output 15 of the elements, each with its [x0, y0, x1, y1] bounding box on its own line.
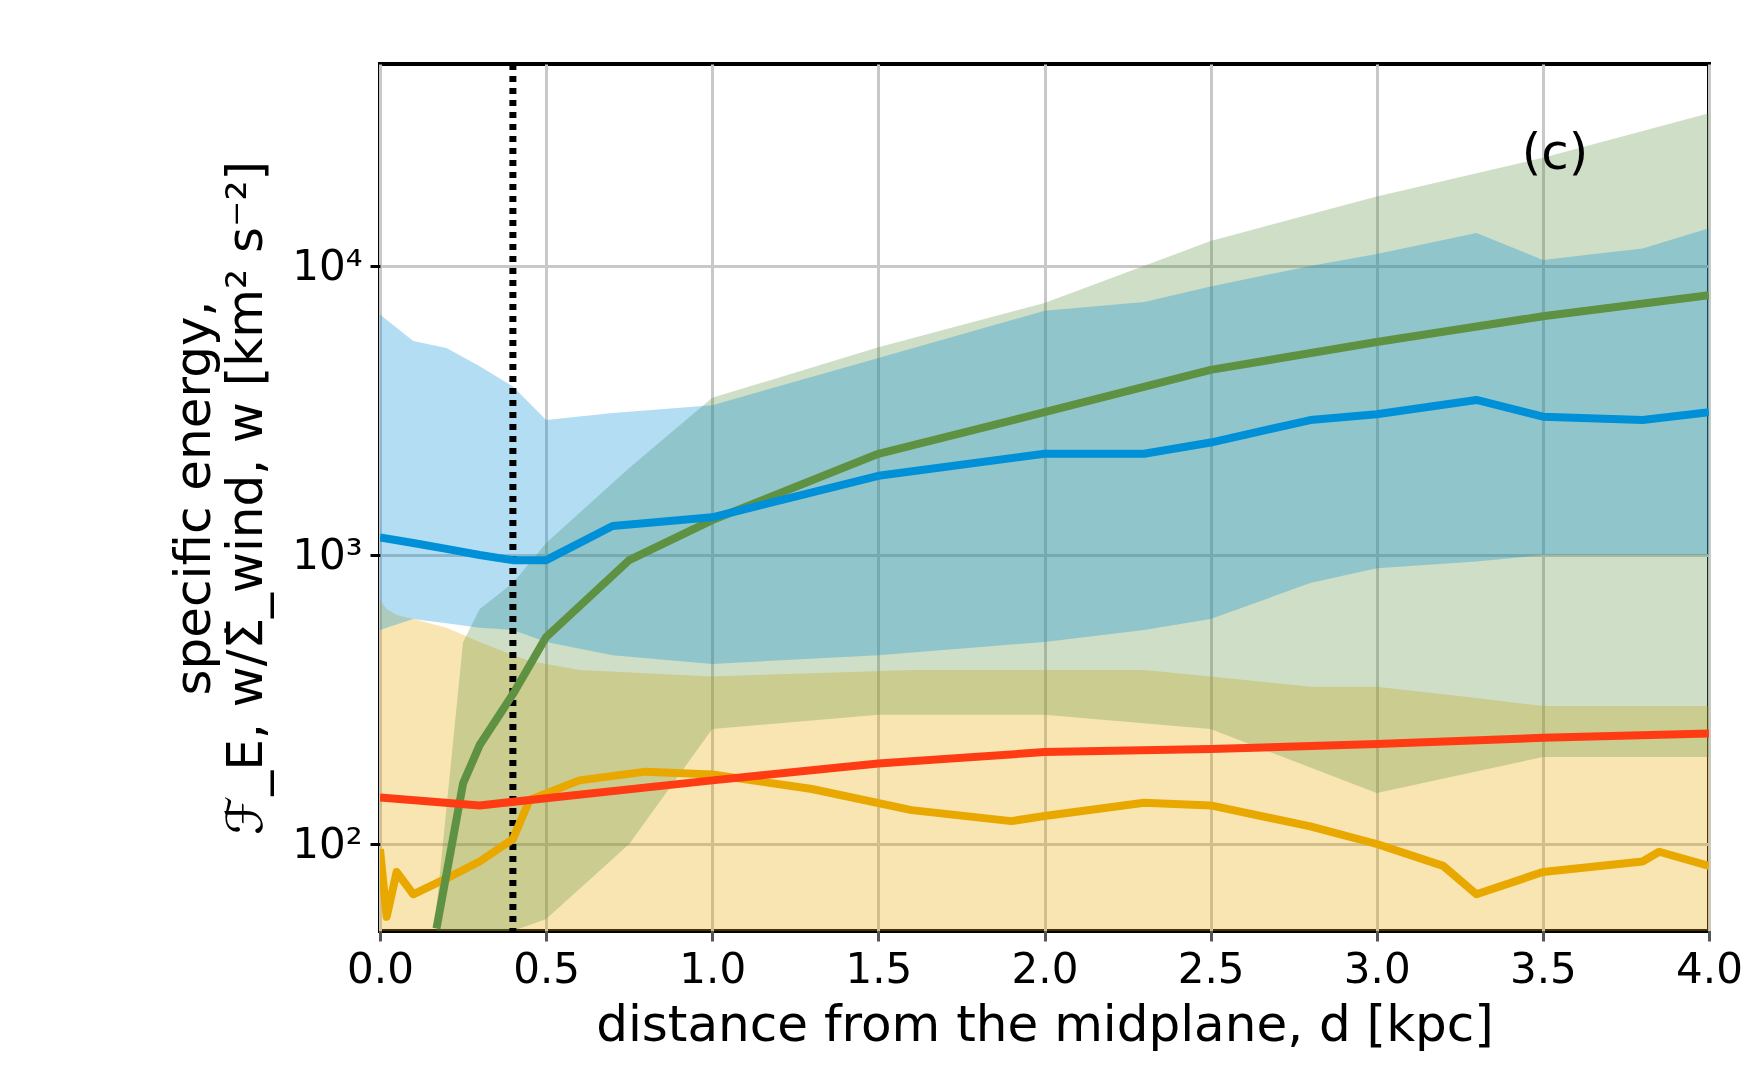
x-tick-label: 3.0: [1343, 943, 1411, 993]
y-tick-label: 10³: [292, 529, 363, 579]
x-axis-title: distance from the midplane, d [kpc]: [596, 994, 1494, 1053]
y-tick-label: 10⁴: [292, 240, 363, 290]
y-axis-title: specific energy, ℱ_E, w/Σ̇_wind, w [km² s⁻²]: [164, 161, 275, 835]
x-tick-label: 1.5: [845, 943, 913, 993]
y-tick-label: 10²: [292, 818, 363, 868]
x-tick-label: 2.0: [1011, 943, 1079, 993]
x-tick-label: 4.0: [1676, 943, 1743, 993]
x-tick-label: 2.5: [1177, 943, 1245, 993]
annotation: (c): [1521, 123, 1589, 181]
x-tick-label: 3.5: [1509, 943, 1577, 993]
x-tick-label: 1.0: [679, 943, 747, 993]
x-tick-label: 0.0: [347, 943, 414, 993]
x-tick-label: 0.5: [513, 943, 581, 993]
